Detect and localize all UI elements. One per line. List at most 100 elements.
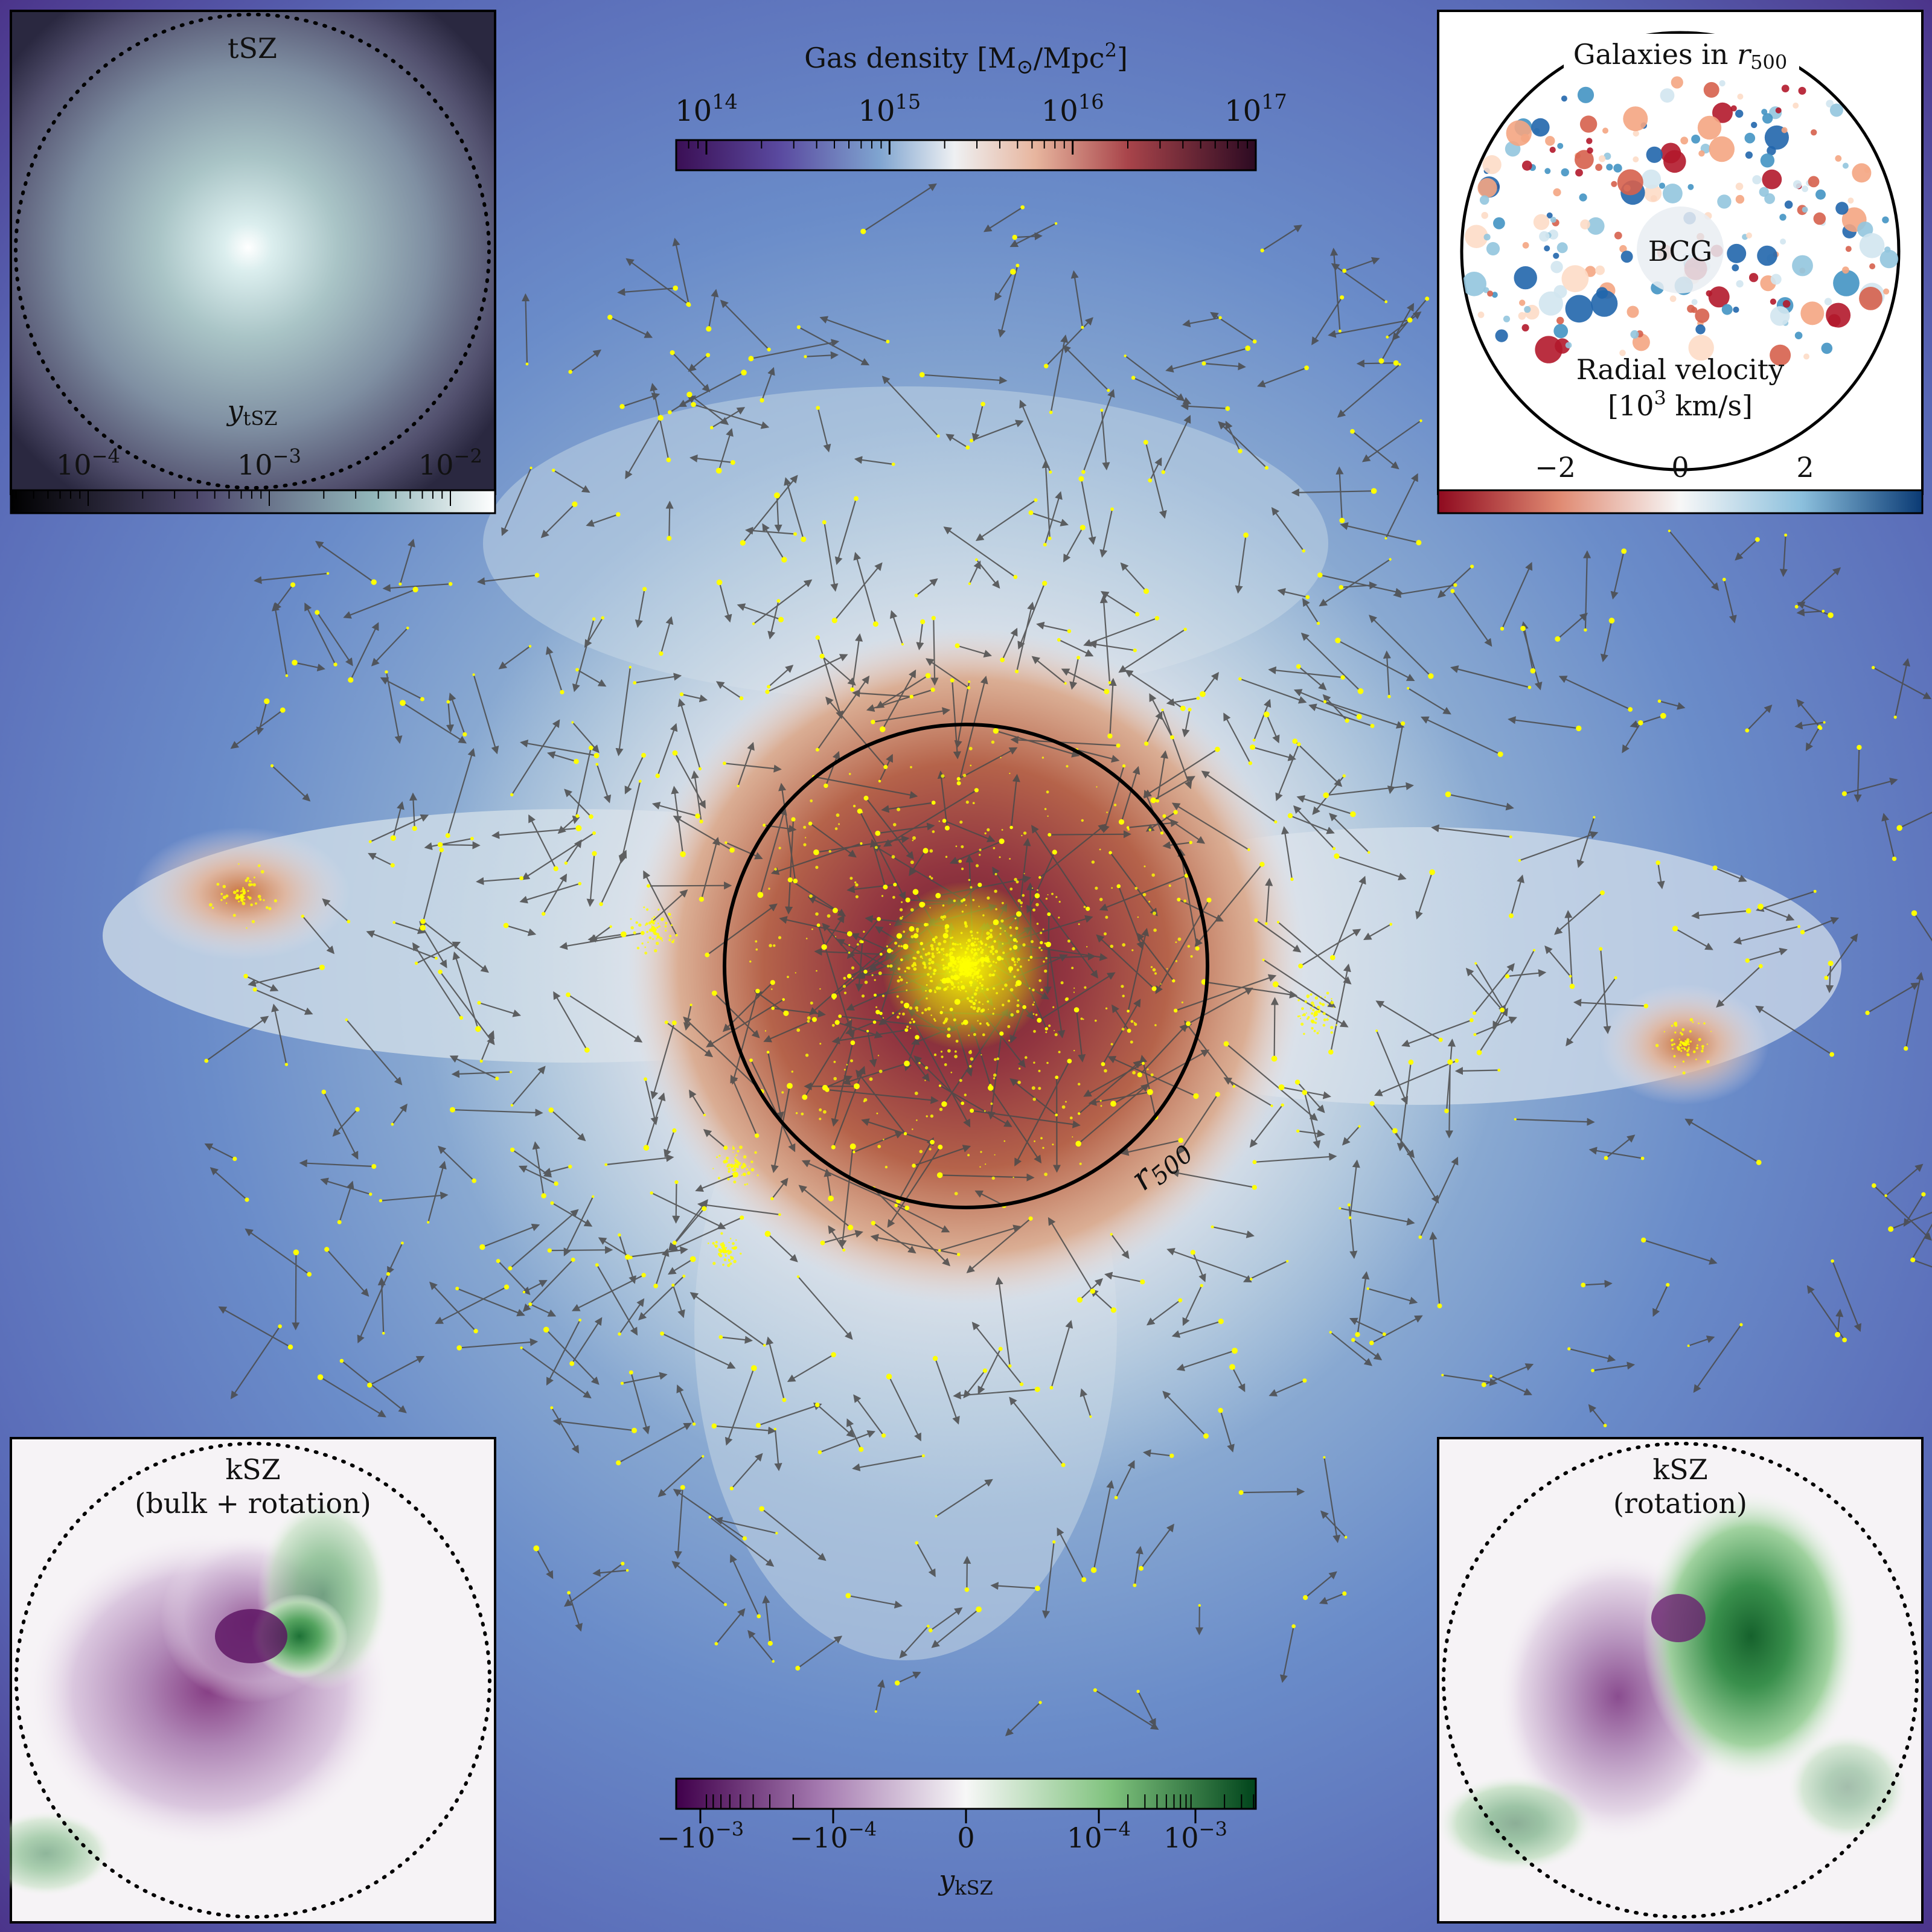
galaxy-point bbox=[315, 610, 320, 615]
velocity-arrow bbox=[767, 601, 779, 640]
velocity-arrow bbox=[930, 618, 939, 686]
velocity-arrow bbox=[600, 849, 627, 904]
galaxy-velocity-point bbox=[1733, 306, 1739, 313]
velocity-arrow bbox=[644, 1079, 659, 1125]
velocity-arrow bbox=[697, 1201, 780, 1215]
galaxy-point bbox=[938, 1249, 941, 1252]
galaxy-point bbox=[739, 696, 744, 700]
galaxy-point bbox=[773, 492, 780, 499]
galaxy-point bbox=[496, 1259, 501, 1264]
velocity-arrow bbox=[1832, 1261, 1861, 1332]
velocity-arrow bbox=[807, 896, 836, 911]
galaxy-point bbox=[625, 1569, 629, 1572]
velocity-arrow bbox=[320, 1377, 386, 1418]
velocity-arrow bbox=[949, 840, 1002, 865]
velocity-arrow bbox=[660, 616, 674, 654]
galaxy-velocity-point bbox=[1717, 194, 1732, 209]
galaxy-point bbox=[968, 747, 973, 750]
galaxy-point bbox=[772, 1660, 775, 1663]
velocity-arrow bbox=[930, 1607, 963, 1631]
velocity-arrow bbox=[766, 1336, 785, 1401]
velocity-arrow bbox=[1569, 1348, 1616, 1363]
galaxy-point bbox=[1608, 618, 1615, 624]
galaxy-point bbox=[1052, 1540, 1056, 1544]
velocity-arrow bbox=[320, 1177, 371, 1195]
galaxy-point bbox=[914, 1092, 918, 1095]
velocity-arrow bbox=[1429, 1231, 1441, 1307]
galaxy-point bbox=[264, 698, 270, 705]
galaxy-point bbox=[1684, 1042, 1689, 1046]
velocity-arrow bbox=[853, 552, 877, 624]
galaxy-point bbox=[278, 1324, 283, 1329]
galaxy-point bbox=[863, 795, 869, 801]
galaxy-point bbox=[1306, 994, 1310, 998]
galaxy-point bbox=[1177, 937, 1182, 941]
galaxy-point bbox=[1500, 1007, 1505, 1012]
velocity-arrow bbox=[1275, 984, 1349, 1028]
galaxy-point bbox=[630, 926, 634, 930]
galaxy-point bbox=[472, 1178, 476, 1183]
galaxy-point bbox=[609, 925, 612, 928]
galaxy-point bbox=[412, 826, 417, 831]
galaxy-point bbox=[1181, 1001, 1183, 1003]
galaxy-point bbox=[1407, 687, 1410, 689]
velocity-arrow bbox=[1369, 615, 1431, 677]
galaxy-point bbox=[644, 1077, 647, 1081]
galaxy-point bbox=[808, 821, 813, 826]
galaxy-point bbox=[749, 1058, 753, 1062]
galaxy-point bbox=[781, 1091, 784, 1094]
galaxy-point bbox=[592, 831, 596, 835]
galaxy-point bbox=[658, 925, 661, 928]
velocity-tick-label: 0 bbox=[1671, 451, 1689, 484]
galaxy-point bbox=[1305, 1012, 1307, 1014]
galaxy-point bbox=[912, 836, 916, 840]
galaxy-point bbox=[1045, 1031, 1048, 1034]
galaxy-velocity-point bbox=[1556, 316, 1564, 325]
galaxy-point bbox=[1110, 1233, 1113, 1236]
galaxy-point bbox=[1148, 478, 1153, 483]
galaxy-point bbox=[859, 1447, 864, 1452]
galaxy-point bbox=[955, 643, 960, 648]
velocity-arrow bbox=[615, 667, 631, 756]
galaxy-point bbox=[672, 750, 678, 756]
velocity-arrow bbox=[511, 1066, 546, 1106]
galaxy-point bbox=[1135, 612, 1140, 617]
galaxy-point bbox=[729, 1262, 732, 1265]
galaxy-point bbox=[604, 1163, 608, 1166]
galaxy-point bbox=[1514, 1118, 1517, 1121]
galaxy-point bbox=[1758, 964, 1763, 968]
galaxy-point bbox=[670, 350, 675, 356]
ksz-tick-label: 10−3 bbox=[1163, 1818, 1227, 1854]
galaxy-point bbox=[877, 1145, 881, 1148]
galaxy-point bbox=[668, 938, 671, 941]
galaxy-point bbox=[1023, 831, 1027, 835]
velocity-arrow bbox=[851, 933, 890, 952]
galaxy-point bbox=[1042, 928, 1044, 930]
galaxy-point bbox=[1676, 1046, 1680, 1049]
galaxy-point bbox=[1386, 335, 1389, 339]
galaxy-point bbox=[226, 902, 228, 904]
galaxy-point bbox=[257, 895, 261, 898]
galaxy-point bbox=[1330, 955, 1335, 961]
galaxy-point bbox=[781, 557, 787, 563]
galaxy-velocity-point bbox=[1522, 242, 1529, 249]
velocity-arrow bbox=[272, 603, 287, 676]
galaxy-point bbox=[1091, 860, 1095, 864]
galaxy-point bbox=[795, 972, 796, 974]
velocity-arrow bbox=[1371, 1315, 1423, 1344]
galaxy-point bbox=[1828, 961, 1834, 967]
galaxy-point bbox=[1291, 1624, 1296, 1628]
velocity-arrow bbox=[1275, 744, 1300, 802]
galaxy-point bbox=[671, 940, 674, 944]
galaxy-point bbox=[822, 520, 827, 525]
velocity-arrow bbox=[1519, 831, 1599, 862]
galaxy-velocity-point bbox=[1561, 265, 1589, 292]
galaxy-point bbox=[846, 931, 852, 937]
galaxy-point bbox=[763, 1344, 766, 1347]
galaxy-point bbox=[1136, 1689, 1140, 1694]
velocity-arrow bbox=[1203, 362, 1246, 371]
galaxy-point bbox=[993, 1073, 997, 1077]
galaxy-point bbox=[967, 686, 971, 689]
velocity-arrow bbox=[1385, 473, 1418, 539]
galaxy-point bbox=[860, 842, 863, 845]
